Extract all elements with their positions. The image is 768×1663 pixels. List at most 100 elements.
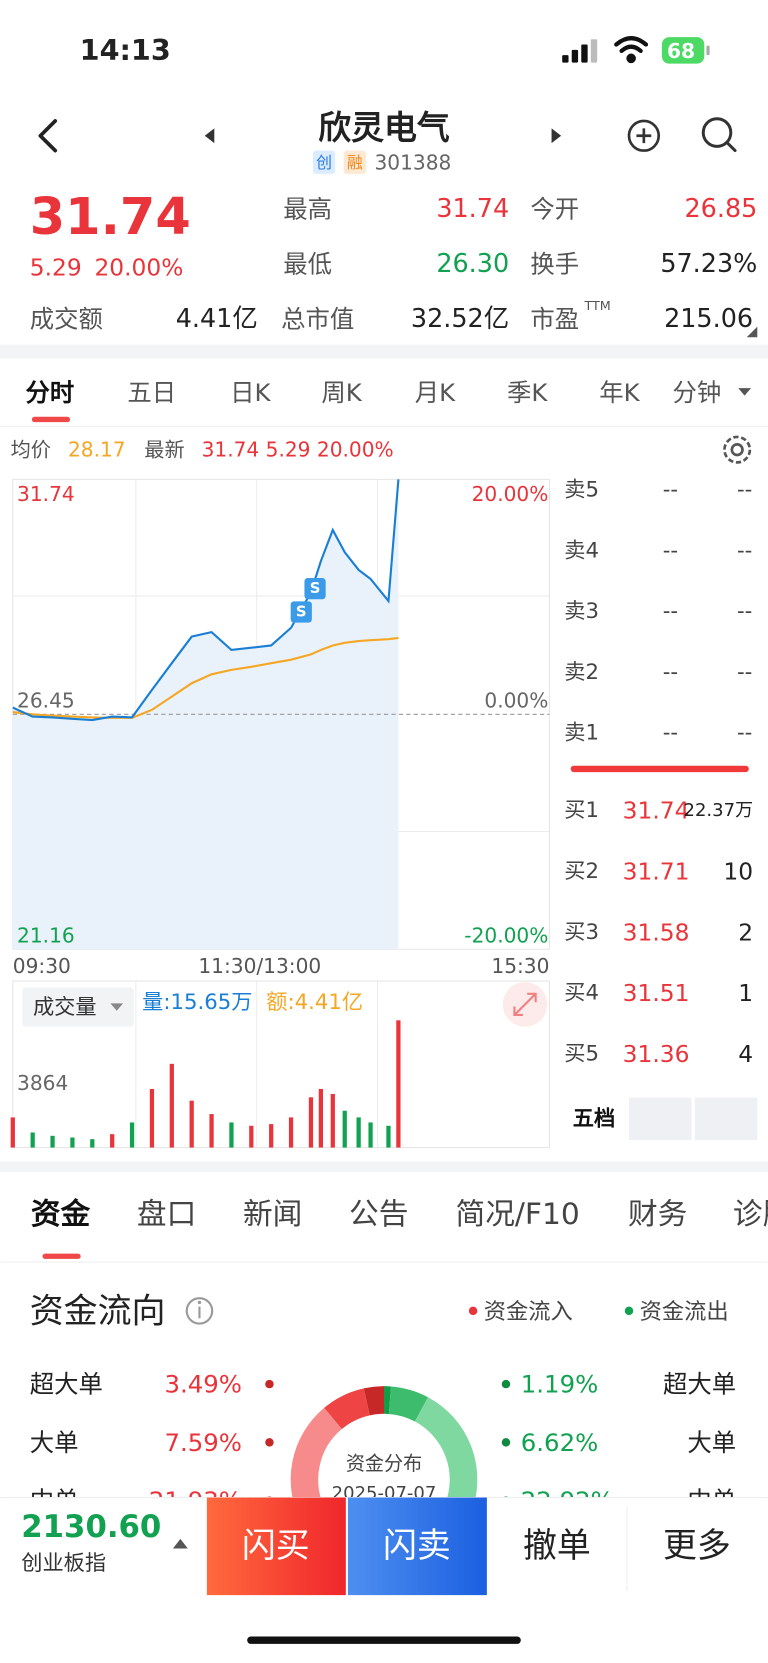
inflow-value: 7.59%	[164, 1428, 241, 1457]
ask-label: 卖2	[564, 660, 599, 685]
ask-volume: --	[737, 660, 752, 685]
info-icon[interactable]	[185, 1297, 214, 1325]
volume-total: 量:15.65万	[142, 990, 252, 1015]
bid-volume: 22.37万	[683, 800, 753, 821]
chart-tab[interactable]: 周K	[321, 378, 362, 407]
donut-segment	[388, 1386, 428, 1422]
volume-bar	[356, 1117, 361, 1148]
wifi-icon	[614, 36, 649, 64]
bid-volume: 2	[738, 918, 753, 946]
settings-button[interactable]	[723, 435, 752, 464]
chart-tab[interactable]: 年K	[599, 378, 640, 407]
chart-tab[interactable]: 分钟	[672, 378, 721, 407]
outflow-value: 1.19%	[521, 1370, 598, 1399]
legend-outflow: 资金流出	[640, 1299, 729, 1325]
section-tab[interactable]: 新闻	[243, 1197, 302, 1232]
volume-bar	[149, 1088, 155, 1148]
bid-label: 买1	[564, 798, 599, 823]
outflow-dot	[501, 1379, 511, 1389]
battery-cap	[706, 45, 710, 56]
section-tab[interactable]: 盘口	[137, 1197, 196, 1232]
ask-label: 卖4	[564, 538, 599, 563]
inflow-label: 超大单	[30, 1370, 103, 1399]
index-name[interactable]: 创业板指	[21, 1551, 106, 1576]
flash-buy-button[interactable]	[206, 1497, 346, 1596]
volume-frame	[12, 980, 550, 1149]
trade-marker	[304, 578, 326, 600]
chart-tab[interactable]: 日K	[230, 378, 271, 407]
x-tick-label: 11:30/13:00	[198, 954, 321, 978]
avg-value: 28.17	[68, 438, 126, 462]
chart-tab[interactable]: 月K	[415, 378, 456, 407]
stock-code: 301388	[374, 150, 451, 174]
tab-bg	[628, 1097, 692, 1141]
stat-value: 26.85	[684, 194, 757, 224]
bid-volume: 1	[738, 979, 753, 1007]
battery	[661, 37, 705, 64]
volume-bar	[288, 1117, 294, 1148]
bid-volume: 4	[738, 1040, 753, 1068]
bid-price: 31.36	[623, 1040, 690, 1068]
chart-tab[interactable]: 分时	[26, 378, 75, 407]
volume-bar	[50, 1135, 55, 1148]
stat-label: 换手	[530, 250, 579, 279]
stock-name: 欣灵电气	[318, 108, 450, 147]
section-tab[interactable]: 诊股	[733, 1197, 768, 1232]
book-tab[interactable]: 五档	[573, 1106, 615, 1131]
bid-label: 买3	[564, 920, 599, 945]
outflow-label: 大单	[687, 1428, 736, 1457]
volume-selector-label: 成交量	[33, 995, 97, 1020]
divider	[0, 344, 768, 359]
search-button[interactable]	[701, 117, 737, 153]
trade-marker	[290, 601, 312, 623]
more-button[interactable]: 更多	[663, 1527, 731, 1566]
inflow-label: 大单	[30, 1428, 79, 1457]
stat-value: 31.74	[436, 194, 509, 224]
volume-bar	[368, 1122, 373, 1148]
volume-bar	[209, 1114, 214, 1148]
index-toggle[interactable]	[172, 1538, 188, 1549]
prev-stock[interactable]	[204, 128, 215, 144]
tab-bg	[694, 1097, 758, 1141]
badge-bg	[343, 150, 366, 174]
volume-bar	[90, 1139, 95, 1148]
y-tick-label: 26.45	[17, 689, 75, 713]
section-tab[interactable]: 财务	[628, 1197, 687, 1232]
stat-label: 最高	[283, 194, 332, 223]
ask-label: 卖5	[564, 477, 599, 502]
cancel-button[interactable]: 撤单	[523, 1527, 591, 1566]
y-tick-label: 3864	[17, 1071, 68, 1095]
volume-selector[interactable]	[22, 987, 134, 1027]
expand-button[interactable]	[502, 982, 548, 1027]
y2-tick-label: 20.00%	[472, 482, 549, 506]
back-button[interactable]	[38, 119, 58, 153]
amount-total: 额:4.41亿	[266, 990, 363, 1015]
add-watch-button[interactable]	[627, 119, 661, 152]
home-indicator	[247, 1636, 521, 1644]
volume-bar	[229, 1122, 234, 1148]
ask-volume: --	[737, 599, 752, 624]
last-price: 31.74	[30, 188, 191, 247]
donut-title: 资金分布	[346, 1452, 422, 1475]
section-tab[interactable]: 简况/F10	[456, 1197, 580, 1232]
chart-tab[interactable]: 五日	[127, 378, 176, 407]
bid-price: 31.58	[623, 918, 690, 946]
section-tab[interactable]: 公告	[349, 1197, 408, 1232]
stat-label: 成交额	[30, 305, 103, 334]
bid-price: 31.51	[623, 979, 690, 1007]
next-stock[interactable]	[551, 128, 562, 144]
trade-marker-label: S	[296, 603, 307, 620]
outflow-dot	[501, 1438, 511, 1447]
section-tab[interactable]: 资金	[31, 1197, 91, 1232]
chart-tab[interactable]: 季K	[507, 378, 548, 407]
flash-sell-button[interactable]	[347, 1497, 487, 1596]
bid-volume: 10	[723, 857, 753, 885]
button-label: 闪买	[242, 1527, 310, 1566]
avg-line	[12, 636, 399, 719]
inflow-dot	[265, 1438, 274, 1447]
button-label: 闪卖	[383, 1527, 451, 1566]
price-change-pct: 20.00%	[94, 253, 183, 281]
volume-bar	[30, 1132, 35, 1148]
